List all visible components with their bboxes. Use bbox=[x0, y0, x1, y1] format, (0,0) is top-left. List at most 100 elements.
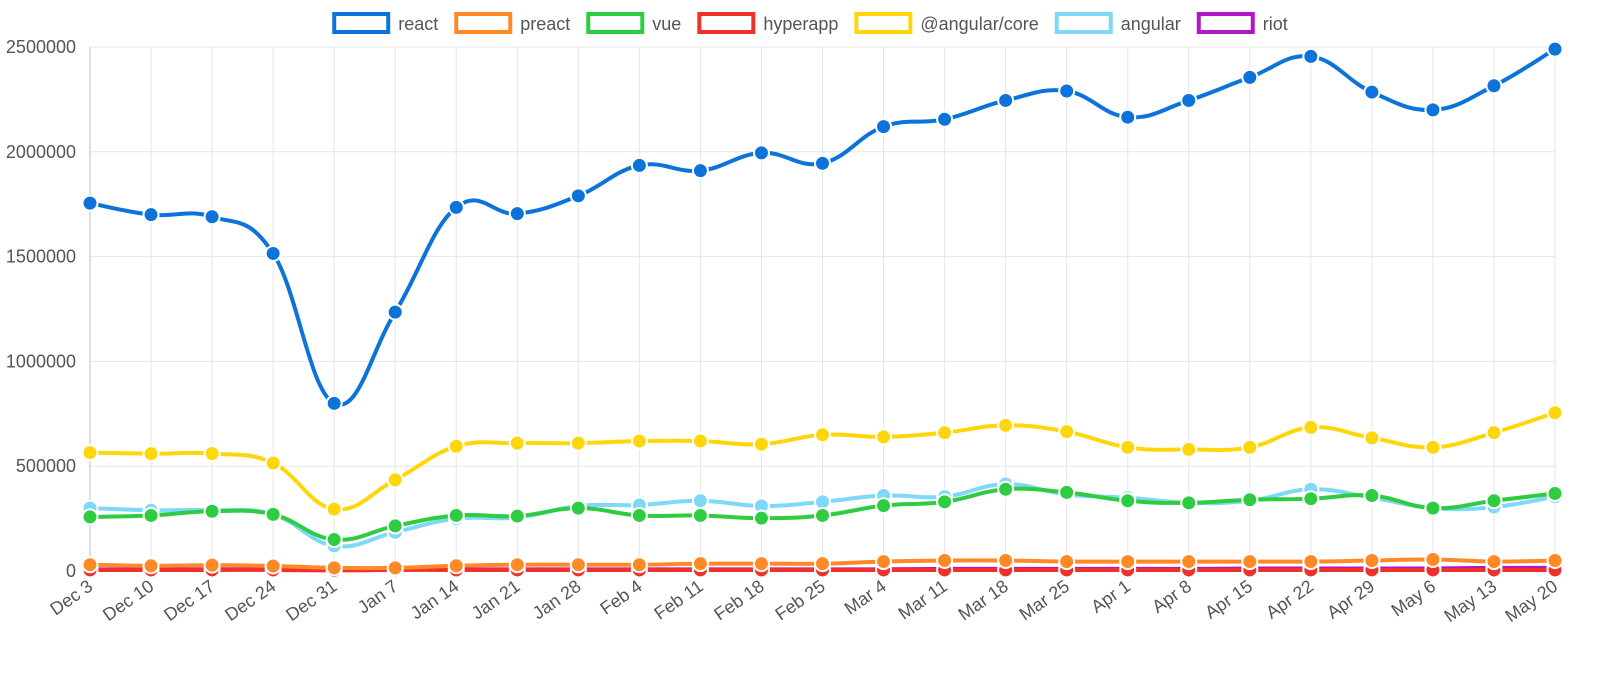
data-point-vue[interactable] bbox=[1302, 490, 1320, 508]
data-point-vue[interactable] bbox=[1180, 494, 1198, 512]
data-point-angular[interactable] bbox=[691, 492, 709, 510]
data-point-react[interactable] bbox=[1119, 108, 1137, 126]
data-point-vue[interactable] bbox=[81, 508, 99, 526]
data-point-preact[interactable] bbox=[569, 556, 587, 574]
data-point-vue[interactable] bbox=[875, 497, 893, 515]
data-point-vue[interactable] bbox=[386, 517, 404, 535]
data-point-preact[interactable] bbox=[1180, 553, 1198, 571]
data-point-preact[interactable] bbox=[1302, 553, 1320, 571]
data-point-angular-core[interactable] bbox=[508, 434, 526, 452]
data-point-preact[interactable] bbox=[1058, 553, 1076, 571]
data-point-angular-core[interactable] bbox=[386, 471, 404, 489]
data-point-react[interactable] bbox=[1241, 68, 1259, 86]
data-point-preact[interactable] bbox=[81, 556, 99, 574]
data-point-react[interactable] bbox=[630, 156, 648, 174]
legend-item-preact[interactable]: preact bbox=[454, 12, 570, 34]
data-point-react[interactable] bbox=[1424, 101, 1442, 119]
data-point-preact[interactable] bbox=[1546, 552, 1564, 570]
data-point-vue[interactable] bbox=[203, 502, 221, 520]
data-point-preact[interactable] bbox=[386, 559, 404, 577]
data-point-react[interactable] bbox=[997, 91, 1015, 109]
data-point-react[interactable] bbox=[936, 110, 954, 128]
legend-item-hyperapp[interactable]: hyperapp bbox=[697, 12, 838, 34]
data-point-vue[interactable] bbox=[264, 505, 282, 523]
legend-item-angular-core[interactable]: @angular/core bbox=[854, 12, 1039, 34]
data-point-vue[interactable] bbox=[325, 531, 343, 549]
data-point-preact[interactable] bbox=[203, 556, 221, 574]
data-point-preact[interactable] bbox=[264, 557, 282, 575]
data-point-vue[interactable] bbox=[997, 480, 1015, 498]
data-point-angular-core[interactable] bbox=[447, 437, 465, 455]
data-point-vue[interactable] bbox=[1546, 484, 1564, 502]
data-point-react[interactable] bbox=[691, 162, 709, 180]
data-point-vue[interactable] bbox=[814, 506, 831, 524]
legend-item-angular[interactable]: angular bbox=[1054, 12, 1181, 34]
data-point-react[interactable] bbox=[264, 244, 282, 262]
data-point-react[interactable] bbox=[1180, 91, 1198, 109]
data-point-angular-core[interactable] bbox=[752, 435, 770, 453]
data-point-angular-core[interactable] bbox=[1058, 423, 1076, 441]
data-point-preact[interactable] bbox=[142, 557, 160, 575]
data-point-vue[interactable] bbox=[691, 506, 709, 524]
data-point-react[interactable] bbox=[569, 187, 587, 205]
data-point-vue[interactable] bbox=[752, 509, 770, 527]
data-point-vue[interactable] bbox=[1058, 483, 1076, 501]
data-point-preact[interactable] bbox=[1363, 552, 1381, 570]
data-point-react[interactable] bbox=[814, 154, 831, 172]
data-point-react[interactable] bbox=[1485, 77, 1503, 95]
data-point-react[interactable] bbox=[752, 144, 770, 162]
data-point-vue[interactable] bbox=[1363, 487, 1381, 505]
data-point-preact[interactable] bbox=[691, 555, 709, 573]
data-point-preact[interactable] bbox=[1485, 553, 1503, 571]
data-point-preact[interactable] bbox=[752, 555, 770, 573]
data-point-preact[interactable] bbox=[997, 552, 1015, 570]
data-point-angular-core[interactable] bbox=[142, 445, 160, 463]
data-point-angular-core[interactable] bbox=[1363, 429, 1381, 447]
data-point-vue[interactable] bbox=[447, 506, 465, 524]
data-point-react[interactable] bbox=[1058, 82, 1076, 100]
data-point-angular-core[interactable] bbox=[1424, 438, 1442, 456]
data-point-angular-core[interactable] bbox=[1302, 418, 1320, 436]
data-point-react[interactable] bbox=[81, 194, 99, 212]
data-point-react[interactable] bbox=[142, 206, 160, 224]
data-point-vue[interactable] bbox=[569, 499, 587, 517]
legend-item-vue[interactable]: vue bbox=[586, 12, 681, 34]
data-point-angular-core[interactable] bbox=[1485, 424, 1503, 442]
data-point-angular-core[interactable] bbox=[264, 454, 282, 472]
data-point-angular-core[interactable] bbox=[1119, 438, 1137, 456]
data-point-angular-core[interactable] bbox=[203, 445, 221, 463]
data-point-preact[interactable] bbox=[1241, 553, 1259, 571]
data-point-angular-core[interactable] bbox=[630, 432, 648, 450]
data-point-preact[interactable] bbox=[1119, 553, 1137, 571]
data-point-vue[interactable] bbox=[1485, 492, 1503, 510]
data-point-preact[interactable] bbox=[936, 552, 954, 570]
data-point-react[interactable] bbox=[325, 394, 343, 412]
legend-item-riot[interactable]: riot bbox=[1196, 12, 1288, 34]
data-point-preact[interactable] bbox=[508, 556, 526, 574]
data-point-react[interactable] bbox=[1546, 40, 1564, 58]
data-point-react[interactable] bbox=[203, 208, 221, 226]
data-point-react[interactable] bbox=[447, 198, 465, 216]
data-point-react[interactable] bbox=[875, 118, 893, 136]
data-point-angular-core[interactable] bbox=[569, 434, 587, 452]
data-point-vue[interactable] bbox=[1241, 491, 1259, 509]
data-point-vue[interactable] bbox=[630, 506, 648, 524]
data-point-angular-core[interactable] bbox=[814, 426, 831, 444]
data-point-preact[interactable] bbox=[447, 557, 465, 575]
data-point-vue[interactable] bbox=[1424, 499, 1442, 517]
data-point-angular-core[interactable] bbox=[1546, 404, 1564, 422]
data-point-preact[interactable] bbox=[630, 556, 648, 574]
data-point-react[interactable] bbox=[1302, 47, 1320, 65]
data-point-vue[interactable] bbox=[142, 506, 160, 524]
data-point-angular-core[interactable] bbox=[1241, 438, 1259, 456]
data-point-preact[interactable] bbox=[814, 555, 831, 573]
legend-item-react[interactable]: react bbox=[332, 12, 438, 34]
data-point-preact[interactable] bbox=[875, 553, 893, 571]
data-point-angular-core[interactable] bbox=[875, 428, 893, 446]
data-point-angular-core[interactable] bbox=[325, 500, 343, 518]
data-point-react[interactable] bbox=[1363, 83, 1381, 101]
data-point-angular-core[interactable] bbox=[997, 416, 1015, 434]
data-point-vue[interactable] bbox=[1119, 492, 1137, 510]
data-point-vue[interactable] bbox=[508, 507, 526, 525]
data-point-angular-core[interactable] bbox=[936, 424, 954, 442]
